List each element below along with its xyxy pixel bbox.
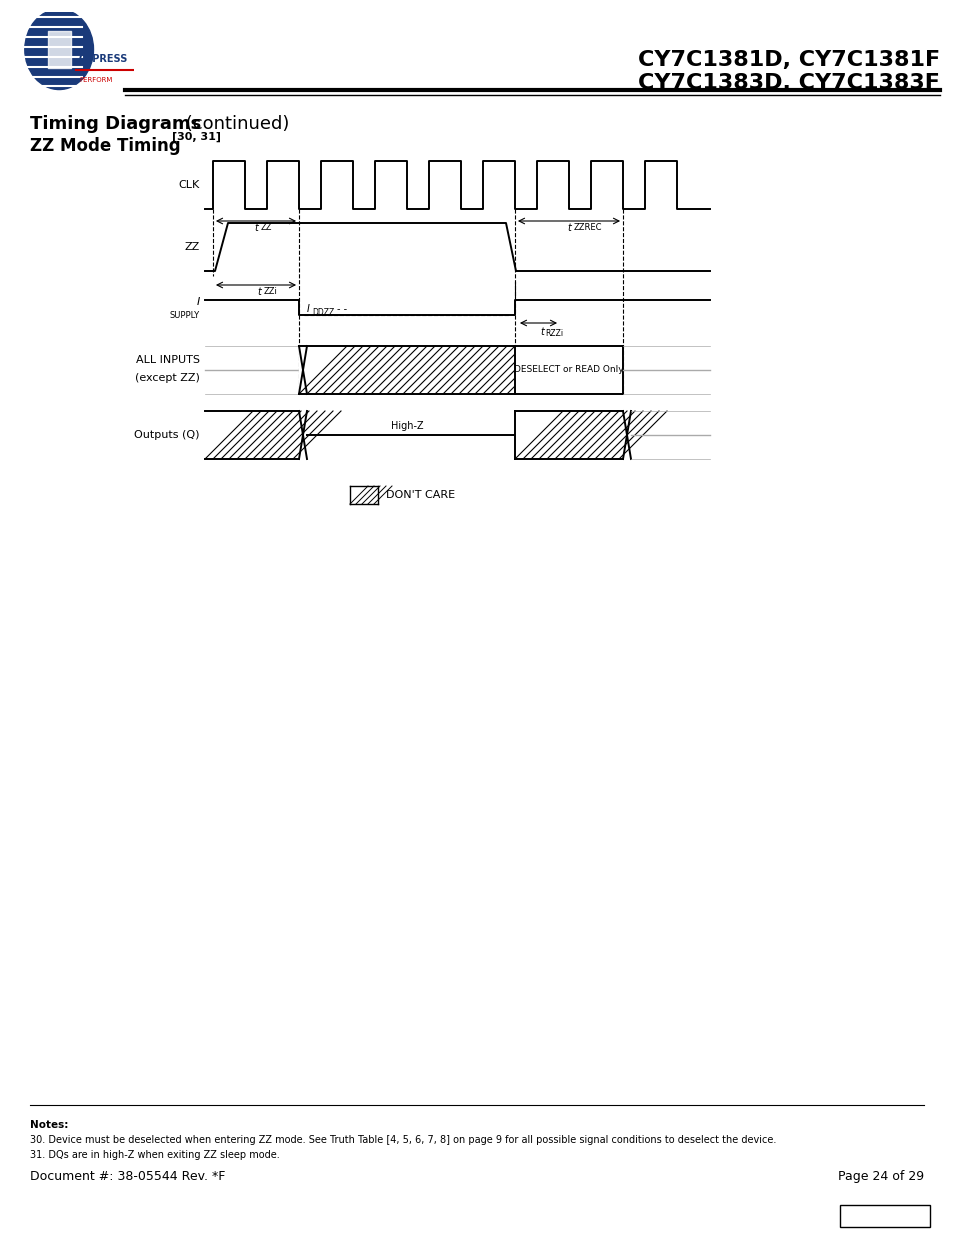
Text: DON'T CARE: DON'T CARE: [386, 490, 455, 500]
Text: ZZ: ZZ: [261, 224, 273, 232]
Text: DESELECT or READ Only: DESELECT or READ Only: [514, 366, 623, 374]
Text: RZZi: RZZi: [544, 329, 562, 338]
Text: ALL INPUTS: ALL INPUTS: [136, 354, 200, 366]
Text: ZZREC: ZZREC: [574, 224, 602, 232]
Text: t: t: [566, 224, 570, 233]
Text: - -: - -: [336, 304, 347, 314]
Text: Page 24 of 29: Page 24 of 29: [837, 1170, 923, 1183]
Text: t: t: [256, 287, 261, 296]
Text: CLK: CLK: [178, 180, 200, 190]
Text: I: I: [307, 304, 310, 314]
Text: SUPPLY: SUPPLY: [170, 310, 200, 320]
Text: t: t: [253, 224, 257, 233]
Text: ZZ: ZZ: [185, 242, 200, 252]
Text: CYPRESS: CYPRESS: [78, 54, 128, 64]
Ellipse shape: [25, 9, 93, 90]
Text: 30. Device must be deselected when entering ZZ mode. See Truth Table [4, 5, 6, 7: 30. Device must be deselected when enter…: [30, 1135, 776, 1145]
Text: (except ZZ): (except ZZ): [135, 373, 200, 383]
FancyBboxPatch shape: [840, 1205, 929, 1228]
Text: t: t: [539, 327, 543, 337]
Text: (continued): (continued): [180, 115, 289, 133]
Text: CY7C1381D, CY7C1381F: CY7C1381D, CY7C1381F: [638, 49, 939, 70]
Text: CY7C1383D, CY7C1383F: CY7C1383D, CY7C1383F: [638, 73, 939, 93]
Text: High-Z: High-Z: [391, 421, 423, 431]
Text: [30, 31]: [30, 31]: [172, 132, 221, 142]
Text: 31. DQs are in high-Z when exiting ZZ sleep mode.: 31. DQs are in high-Z when exiting ZZ sl…: [30, 1150, 279, 1160]
Text: ZZ Mode Timing: ZZ Mode Timing: [30, 137, 180, 156]
Text: I: I: [196, 296, 200, 308]
Text: DDZZ: DDZZ: [312, 308, 334, 317]
Text: PERFORM: PERFORM: [79, 78, 112, 83]
Text: Outputs (Q): Outputs (Q): [134, 430, 200, 440]
Text: Notes:: Notes:: [30, 1120, 69, 1130]
Text: ZZi: ZZi: [264, 287, 277, 296]
Text: Timing Diagrams: Timing Diagrams: [30, 115, 201, 133]
Text: Document #: 38-05544 Rev. *F: Document #: 38-05544 Rev. *F: [30, 1170, 225, 1183]
